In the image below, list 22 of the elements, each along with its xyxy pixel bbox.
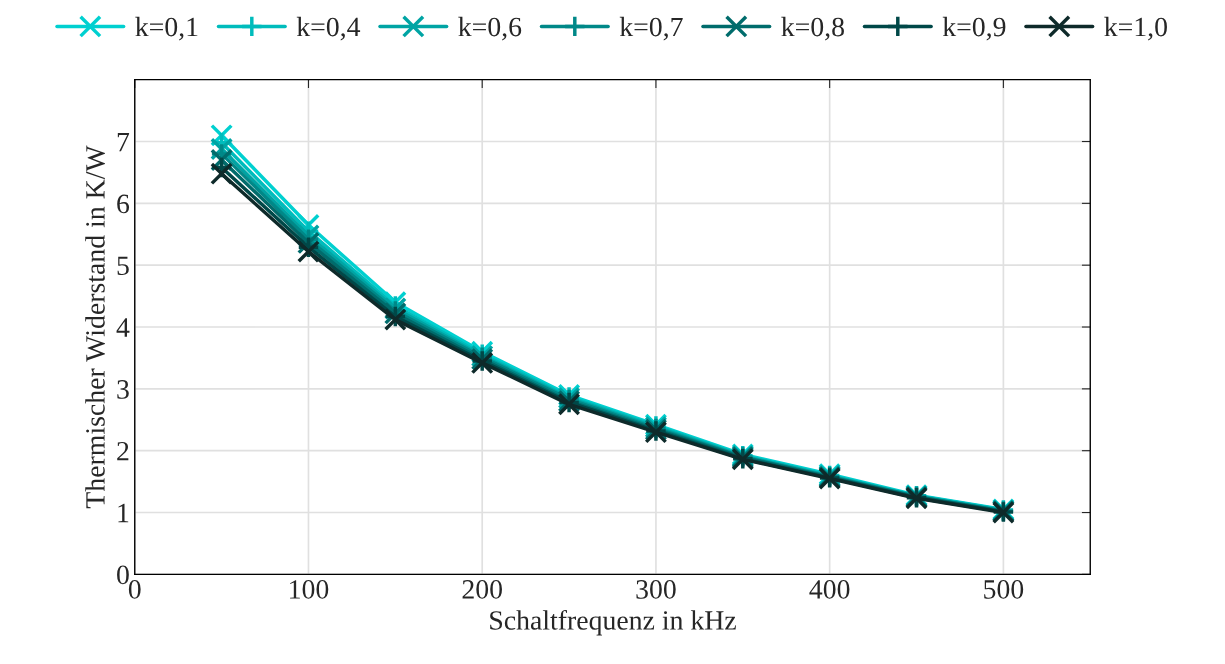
legend-label: k=0,8 <box>781 16 844 41</box>
x-tick-label: 300 <box>636 580 676 599</box>
legend-label: k=0,6 <box>458 16 522 41</box>
x-tick-label: 100 <box>290 580 329 599</box>
y-tick-label: 3 <box>117 380 129 399</box>
legend-label: k=0,1 <box>135 16 198 41</box>
x-tick-label: 400 <box>809 580 850 599</box>
legend-label: k=0,9 <box>942 16 1006 41</box>
y-tick-label: 5 <box>117 256 129 276</box>
legend-label: k=0,7 <box>619 16 683 41</box>
x-axis-title: Schaltfrequenz in kHz <box>490 609 736 636</box>
x-tick-label: 200 <box>462 580 502 599</box>
y-tick-label: 0 <box>117 565 129 585</box>
legend-label: k=1,0 <box>1104 16 1167 41</box>
legend-label: k=0,4 <box>296 16 361 41</box>
y-tick-label: 2 <box>117 441 129 461</box>
y-tick-label: 6 <box>117 194 130 214</box>
x-tick-label: 500 <box>984 580 1024 599</box>
y-tick-label: 7 <box>117 132 130 152</box>
y-axis-title: Thermischer Widerstand in K/W <box>85 145 105 509</box>
y-tick-label: 1 <box>118 503 129 523</box>
y-tick-label: 4 <box>116 318 130 337</box>
